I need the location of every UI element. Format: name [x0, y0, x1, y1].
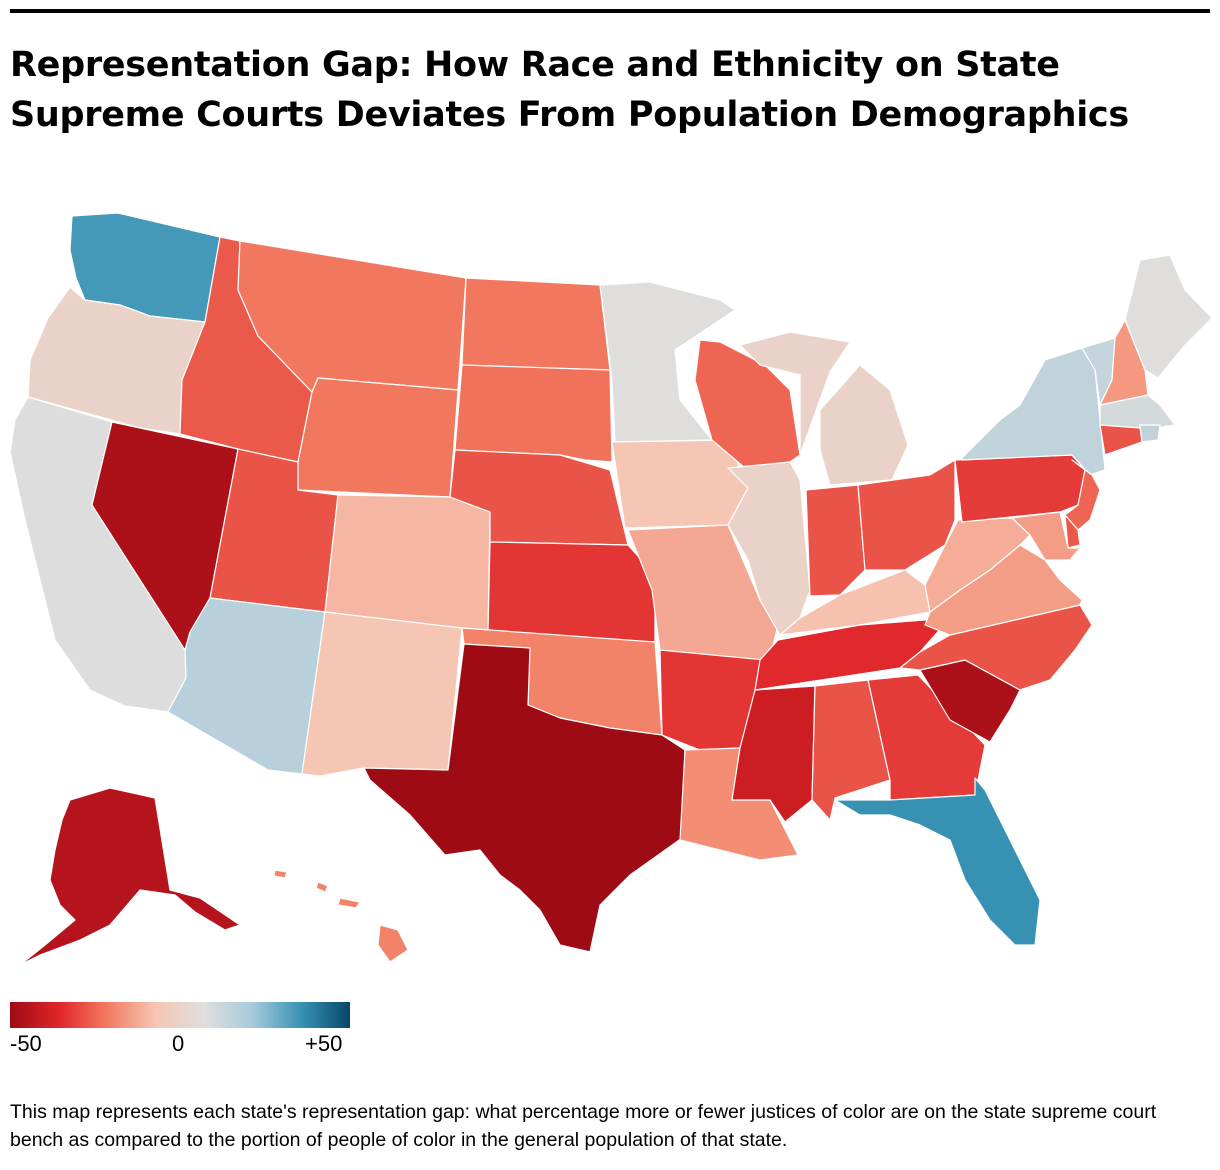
states-group [9, 212, 1213, 966]
state-DE[interactable] [1064, 514, 1081, 549]
state-MI[interactable] [739, 331, 909, 486]
map-caption: This map represents each state's represe… [10, 1101, 1157, 1151]
state-WV[interactable] [924, 517, 1031, 613]
state-KY[interactable] [779, 569, 931, 636]
state-CO[interactable] [324, 494, 491, 633]
state-NY[interactable] [961, 347, 1106, 476]
legend-max-label: +50 [305, 1031, 343, 1056]
state-SD[interactable] [454, 364, 613, 463]
state-MN[interactable] [599, 281, 736, 443]
state-NC[interactable] [899, 604, 1093, 691]
state-NM[interactable] [301, 611, 463, 777]
state-WI[interactable] [694, 339, 801, 469]
state-TN[interactable] [754, 617, 951, 691]
state-CT[interactable] [1099, 424, 1143, 456]
legend-mid-label: 0 [172, 1031, 185, 1056]
top-rule [10, 9, 1210, 13]
state-PA[interactable] [954, 454, 1086, 523]
state-OH[interactable] [857, 459, 956, 571]
state-AK[interactable] [19, 787, 241, 966]
state-TX[interactable] [363, 643, 686, 953]
state-HI[interactable] [273, 869, 409, 963]
legend-color-bar [10, 1002, 350, 1028]
state-ME[interactable] [1124, 254, 1213, 379]
state-IN[interactable] [805, 484, 866, 597]
state-MD[interactable] [1011, 511, 1081, 561]
us-map [9, 212, 1213, 966]
map-title: Representation Gap: How Race and Ethnici… [10, 45, 1129, 135]
state-KS[interactable] [487, 541, 656, 643]
state-FL[interactable] [834, 777, 1041, 946]
state-ND[interactable] [461, 277, 611, 371]
legend-min-label: -50 [10, 1031, 42, 1056]
state-WY[interactable] [297, 377, 459, 498]
state-RI[interactable] [1139, 424, 1161, 443]
